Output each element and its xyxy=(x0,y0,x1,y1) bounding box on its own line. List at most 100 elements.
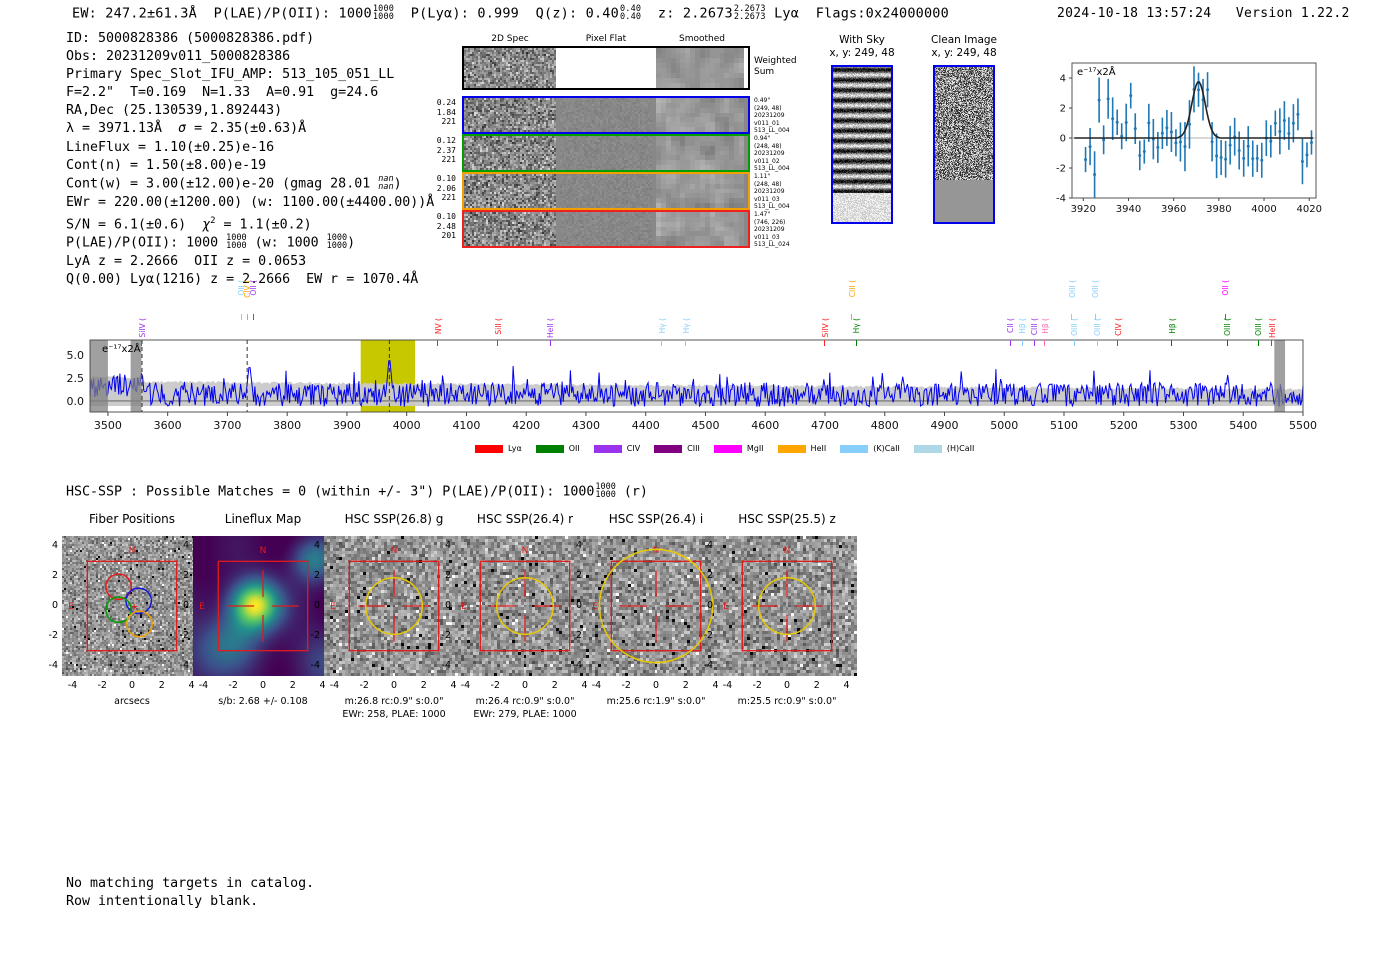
legend-swatch xyxy=(713,444,742,453)
y-tick-label: -4 xyxy=(1056,194,1066,205)
x-tick-label: 4700 xyxy=(811,419,839,432)
data-point xyxy=(1115,120,1119,124)
x-tick-label: 3600 xyxy=(154,419,182,432)
emission-line-label: OIII ( xyxy=(1223,318,1233,336)
cutout-x-tick: -2 xyxy=(490,680,500,691)
x-tick-label: 5000 xyxy=(990,419,1018,432)
emission-line-label: CIV ( xyxy=(1113,318,1123,336)
weighted-sum-panel xyxy=(462,46,750,90)
cutout-overlay: NE xyxy=(723,546,833,652)
cutout-x-tick: 4 xyxy=(188,680,195,691)
data-point xyxy=(1210,140,1214,144)
noise-canvas xyxy=(656,212,744,246)
cutout-y-tick: 0 xyxy=(444,600,451,611)
fiber-meta-line: (248, 48) xyxy=(754,142,782,150)
fiber-meta-line: 1.47" xyxy=(754,211,771,218)
fiber-values-3: 0.10 2.06 221 xyxy=(422,174,456,203)
east-marker: E xyxy=(68,602,74,612)
hsc-headline-tail: (r) xyxy=(623,484,648,500)
cutout-overlay: NE xyxy=(592,546,714,664)
header-timestamp-version: 2024-10-18 13:57:24 Version 1.22.2 xyxy=(1057,6,1350,21)
fiber-meta-line: (249, 48) xyxy=(754,104,782,112)
cutout-x-tick: 4 xyxy=(581,680,588,691)
legend-label: MgII xyxy=(746,444,764,453)
aperture-circle xyxy=(495,576,555,636)
noise-canvas xyxy=(656,98,744,132)
info-line-10: EWr = 220.00(±1200.00) (w: 1100.00(±4400… xyxy=(66,194,435,210)
fiber-meta-line: (746, 226) xyxy=(754,218,786,226)
data-point xyxy=(1291,121,1295,125)
data-point xyxy=(1242,156,1246,160)
cutout-panel-title: HSC SSP(26.4) i xyxy=(608,512,704,526)
fiber-meta-line: 20231209 xyxy=(754,150,785,158)
emission-line-tick xyxy=(141,340,143,346)
fiber-2dspec-1 xyxy=(464,98,556,132)
data-point xyxy=(1260,158,1264,162)
fiber-panel-4 xyxy=(462,210,750,248)
masked-region-3 xyxy=(1274,340,1286,412)
cutout-subtitle: x, y: 249, 48 xyxy=(829,46,895,59)
hsc-headline-text: HSC-SSP : Possible Matches = 0 (within +… xyxy=(66,484,595,500)
data-point xyxy=(1183,145,1187,149)
fiber-values-2: 0.12 2.37 221 xyxy=(422,136,456,165)
emission-line-tick xyxy=(497,340,499,346)
data-point xyxy=(1246,144,1250,148)
header-summary-line: EW: 247.2±61.3Å P(LAE)/P(OII): 10001000 1… xyxy=(72,5,949,22)
cutout-image xyxy=(833,67,891,222)
fiber-meta-line: 0.94" xyxy=(754,135,771,142)
emission-line-label: CIII ( xyxy=(1030,318,1040,336)
east-marker: E xyxy=(330,602,336,612)
y-tick-label: 2.5 xyxy=(67,372,85,385)
fiber-circle-3 xyxy=(105,596,133,624)
east-marker: E xyxy=(592,602,598,612)
legend-item: (K)CaII xyxy=(840,444,900,453)
x-tick-label: 3940 xyxy=(1116,204,1141,215)
fiber-smoothed-3 xyxy=(656,174,744,208)
emission-line-tick xyxy=(1033,340,1035,346)
x-tick-label: 4000 xyxy=(393,419,421,432)
cutout-x-tick: -4 xyxy=(329,680,340,691)
x-tick-label: 5100 xyxy=(1050,419,1078,432)
data-point xyxy=(1147,121,1151,125)
emission-line-label: OIII ( xyxy=(1093,318,1103,336)
emission-line-label: Hβ ( xyxy=(1018,318,1028,334)
cutout-xlabel: arcsecs xyxy=(114,696,150,707)
detection-info-block: ID: 5000828386 (5000828386.pdf) Obs: 2023… xyxy=(66,30,434,289)
aperture-box xyxy=(217,560,309,652)
cutout-x-tick: 0 xyxy=(521,680,529,691)
info-line-5: RA,Dec (25.130539,1.892443) xyxy=(66,103,283,119)
fiber-values-1: 0.24 1.84 221 xyxy=(422,98,456,127)
data-point xyxy=(1187,122,1191,126)
data-point xyxy=(1287,132,1291,136)
fiber-circle-2 xyxy=(125,587,153,615)
y-tick-label: 2 xyxy=(1060,104,1066,115)
cutout-y-tick: 2 xyxy=(182,570,189,582)
cutout-panel-2: Lineflux Map N E 4 2 0 -2 -4 -4 -2 0 2 4 s/b: 2.68 +/… xyxy=(180,512,337,707)
y-tick-label: -2 xyxy=(1056,164,1066,175)
hsc-headline-fraction: 1000 1000 xyxy=(595,482,616,500)
x-tick-label: 3980 xyxy=(1206,204,1231,215)
fiber-value: 2.48 xyxy=(436,221,456,231)
east-marker: E xyxy=(461,602,467,612)
data-point xyxy=(1169,130,1173,134)
version-label: Version 1.22.2 xyxy=(1235,6,1350,21)
cutout-x-tick: 2 xyxy=(682,680,689,691)
x-tick-label: 4500 xyxy=(691,419,719,432)
fiber-values-4: 0.10 2.48 201 xyxy=(422,212,456,241)
north-marker: N xyxy=(129,546,136,556)
cutout-y-tick: 0 xyxy=(313,600,320,611)
noise-canvas xyxy=(464,212,556,246)
noise-canvas xyxy=(560,174,652,208)
emission-line-tick xyxy=(1071,314,1073,320)
legend-swatch xyxy=(840,444,869,453)
info-line-11: S/N = 6.1(±0.6) χ2 = 1.1(±0.2) xyxy=(66,215,312,233)
legend-swatch xyxy=(777,444,806,453)
cutout-y-tick: 2 xyxy=(575,570,582,582)
noise-canvas xyxy=(656,136,744,170)
x-tick-label: 3700 xyxy=(213,419,241,432)
north-marker: N xyxy=(784,546,791,556)
data-point xyxy=(1219,156,1223,160)
emission-line-tick xyxy=(1044,340,1046,346)
noise-canvas xyxy=(560,136,652,170)
